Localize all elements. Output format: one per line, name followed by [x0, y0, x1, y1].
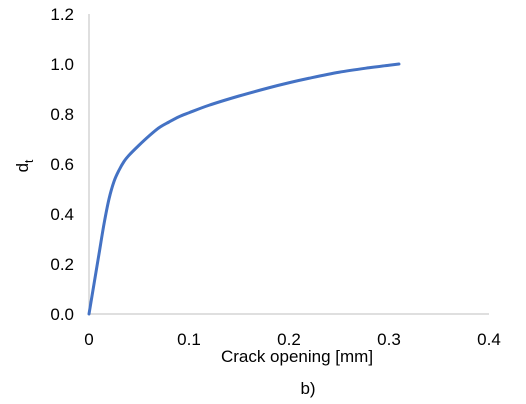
- x-axis-title: Crack opening [mm]: [221, 347, 373, 366]
- series-line: [87, 62, 401, 316]
- y-tick-label: 0.6: [50, 155, 74, 174]
- y-tick-label: 0.4: [50, 205, 74, 224]
- x-tick-label: 0: [84, 330, 93, 349]
- y-axis-title-subscript: t: [22, 159, 36, 163]
- y-axis-title-main: d: [13, 163, 32, 172]
- y-tick-label: 0.2: [50, 255, 74, 274]
- x-tick-labels: 0 0.1 0.2 0.3 0.4: [84, 330, 501, 349]
- x-tick-label: 0.4: [477, 330, 501, 349]
- y-tick-label: 0.8: [50, 105, 74, 124]
- x-tick-label: 0.3: [377, 330, 401, 349]
- x-tick-label: 0.1: [177, 330, 201, 349]
- y-tick-label: 1.0: [50, 55, 74, 74]
- y-tick-labels: 0.0 0.2 0.4 0.6 0.8 1.0 1.2: [50, 5, 74, 324]
- y-tick-label: 0.0: [50, 305, 74, 324]
- x-tick-label: 0.2: [277, 330, 301, 349]
- y-tick-label: 1.2: [50, 5, 74, 24]
- y-axis-title: dt: [13, 159, 36, 172]
- figure-caption: b): [300, 379, 315, 398]
- series-group: [87, 62, 401, 316]
